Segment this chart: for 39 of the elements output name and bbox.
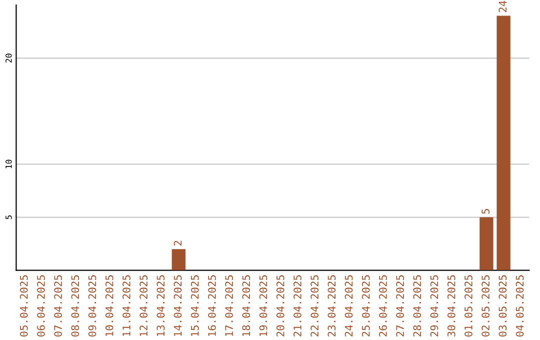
x-tick-label: 11.04.2025 xyxy=(122,275,130,336)
x-tick-label: 22.04.2025 xyxy=(310,275,318,336)
x-tick-label: 14.04.2025 xyxy=(174,275,182,336)
x-tick-label: 17.04.2025 xyxy=(225,275,233,336)
x-tick-label: 27.04.2025 xyxy=(396,275,404,336)
x-tick-label: 13.04.2025 xyxy=(156,275,165,336)
x-tick-label: 16.04.2025 xyxy=(208,275,216,336)
x-tick-label: 19.04.2025 xyxy=(259,275,268,336)
x-tick-label: 01.05.2025 xyxy=(464,275,472,336)
x-tick-label: 12.04.2025 xyxy=(140,275,148,336)
x-tick-label: 07.04.2025 xyxy=(54,275,62,336)
x-tick-label: 24.04.2025 xyxy=(344,275,353,336)
x-tick-label: 18.04.2025 xyxy=(242,275,250,336)
x-tick-label: 30.04.2025 xyxy=(447,275,456,336)
bar xyxy=(480,217,494,270)
x-tick-label: 25.04.2025 xyxy=(362,275,370,336)
x-tick-label: 20.04.2025 xyxy=(276,275,284,336)
y-tick-label: 10 xyxy=(6,160,12,168)
data-label: 2 xyxy=(174,240,182,246)
x-tick-label: 28.04.2025 xyxy=(413,275,422,336)
x-tick-label: 04.05.2025 xyxy=(516,275,524,336)
x-tick-label: 02.05.2025 xyxy=(482,275,490,336)
x-tick-label: 29.04.2025 xyxy=(430,275,438,336)
bar xyxy=(496,16,510,270)
data-label: 24 xyxy=(498,0,506,12)
y-tick-label: 20 xyxy=(6,54,12,63)
x-tick-label: 09.04.2025 xyxy=(88,275,96,336)
x-tick-label: 05.04.2025 xyxy=(20,275,28,336)
y-tick-label: 5 xyxy=(6,215,12,220)
x-tick-label: 23.04.2025 xyxy=(328,275,336,336)
x-tick-label: 06.04.2025 xyxy=(37,275,45,336)
x-tick-label: 10.04.2025 xyxy=(105,275,114,336)
x-tick-label: 26.04.2025 xyxy=(379,275,387,336)
x-tick-label: 15.04.2025 xyxy=(190,275,199,336)
x-tick-label: 21.04.2025 xyxy=(294,275,302,336)
x-tick-label: 03.05.2025 xyxy=(498,275,507,336)
data-label: 5 xyxy=(482,209,490,214)
bar xyxy=(172,249,186,270)
x-tick-label: 08.04.2025 xyxy=(71,275,80,336)
